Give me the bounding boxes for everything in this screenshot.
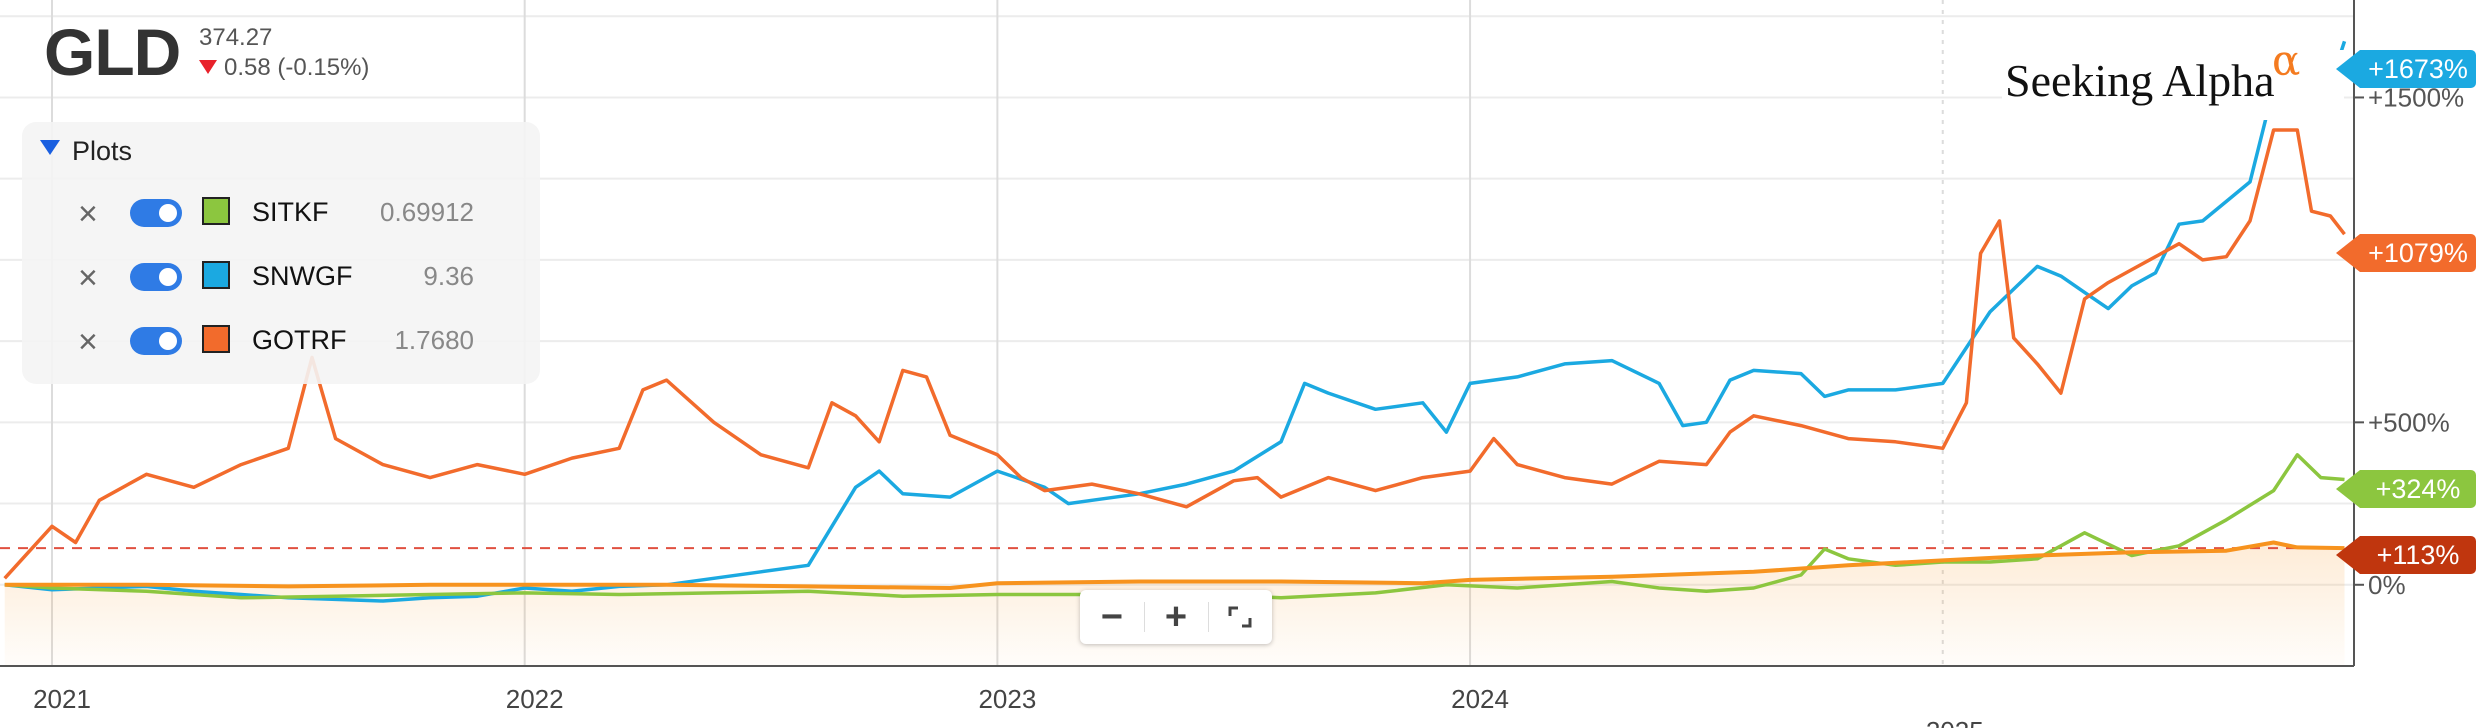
badge-pointer xyxy=(2336,234,2360,272)
plot-ticker: SITKF xyxy=(252,197,329,227)
plot-value: 0.69912 xyxy=(380,197,474,227)
series-line-gotrf xyxy=(3,128,2346,580)
alpha-icon: α xyxy=(2272,36,2301,85)
divider xyxy=(1208,602,1209,632)
visibility-toggle[interactable] xyxy=(130,327,182,355)
toggle-knob xyxy=(159,332,177,350)
color-swatch[interactable] xyxy=(202,261,230,289)
expand-icon xyxy=(1228,606,1252,628)
plot-row-gotrf: × GOTRF 1.7680 xyxy=(22,317,540,367)
color-swatch[interactable] xyxy=(202,325,230,353)
x-tick-label: 2021 xyxy=(33,684,91,714)
x-tick-label: 2024 xyxy=(1451,684,1509,714)
x-tick-label: 2023 xyxy=(978,684,1036,714)
visibility-toggle[interactable] xyxy=(130,199,182,227)
x-tick-label: 2022 xyxy=(506,684,564,714)
badge-pointer xyxy=(2336,470,2360,508)
price-change-text: 0.58 (-0.15%) xyxy=(224,54,370,81)
collapse-caret-icon[interactable] xyxy=(40,140,60,155)
plots-panel-title[interactable]: Plots xyxy=(72,136,133,166)
remove-icon[interactable]: × xyxy=(78,195,98,233)
plot-ticker: SNWGF xyxy=(252,261,353,291)
plot-value: 9.36 xyxy=(423,261,474,291)
badge-label: +1079% xyxy=(2360,234,2476,272)
badge-label: +324% xyxy=(2360,470,2476,508)
zoom-out-button[interactable]: − xyxy=(1100,596,1124,638)
remove-icon[interactable]: × xyxy=(78,323,98,361)
y-tick-label: 0% xyxy=(2368,570,2406,600)
fullscreen-button[interactable] xyxy=(1208,590,1272,644)
y-tick-label: +500% xyxy=(2368,407,2450,437)
arrow-down-icon xyxy=(199,59,217,74)
logo-text: Seeking Alpha xyxy=(2005,55,2275,106)
badge-pointer xyxy=(2336,536,2360,574)
visibility-toggle[interactable] xyxy=(130,263,182,291)
badge-label: +1673% xyxy=(2360,50,2476,88)
plot-row-snwgf: × SNWGF 9.36 xyxy=(22,253,540,303)
series-line-gld xyxy=(4,540,2345,590)
remove-icon[interactable]: × xyxy=(78,259,98,297)
x-tick-label: 2025 xyxy=(1926,716,1984,728)
price-change: 0.58 (-0.15%) xyxy=(199,54,369,82)
symbol-label: GLD xyxy=(44,15,181,89)
plots-panel: Plots × SITKF 0.69912 × SNWGF 9.36 × GOT… xyxy=(22,122,540,384)
price-value: 374.27 xyxy=(199,24,273,51)
series-lines xyxy=(3,40,2347,603)
plot-value: 1.7680 xyxy=(394,325,474,355)
plot-row-sitkf: × SITKF 0.69912 xyxy=(22,189,540,239)
divider xyxy=(1144,602,1145,632)
seeking-alpha-logo: Seeking Alpha α xyxy=(2002,36,2344,120)
plot-ticker: GOTRF xyxy=(252,325,347,355)
toggle-knob xyxy=(159,268,177,286)
badge-pointer xyxy=(2336,50,2360,88)
toggle-knob xyxy=(159,204,177,222)
zoom-controls: − + xyxy=(1080,590,1272,644)
color-swatch[interactable] xyxy=(202,197,230,225)
badge-label: +113% xyxy=(2360,536,2476,574)
zoom-in-button[interactable]: + xyxy=(1164,596,1188,638)
